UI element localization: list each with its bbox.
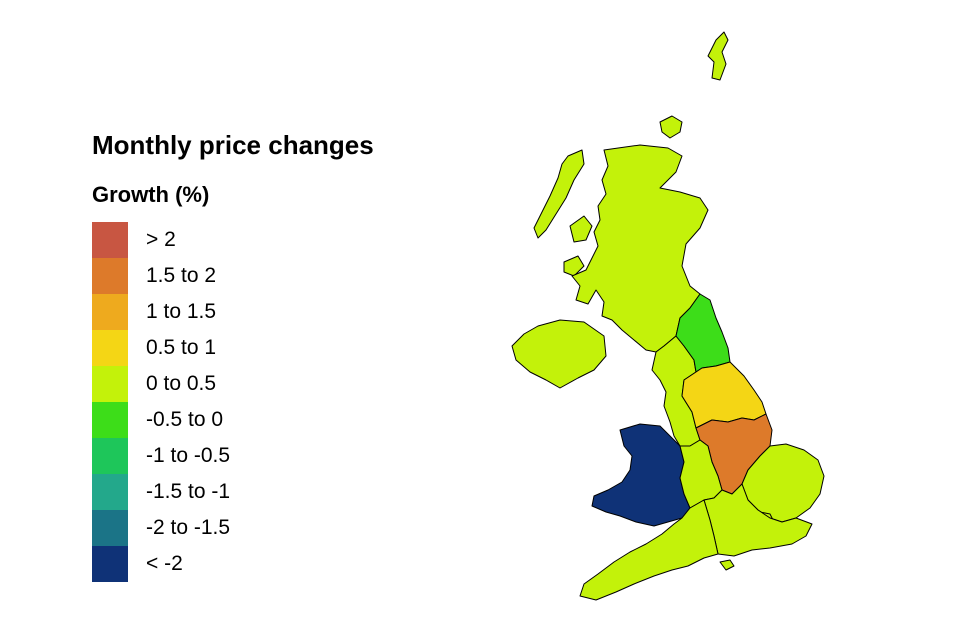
legend-label-neg-2-to-neg-1-5: -2 to -1.5 — [146, 516, 231, 539]
legend-item-neg-1-5-to-neg-1: -1.5 to -1 — [92, 474, 312, 510]
region-shetland — [707, 31, 729, 81]
region-orkney — [659, 115, 683, 139]
legend: > 2 1.5 to 2 1 to 1.5 0.5 to 1 0 to 0.5 … — [92, 222, 312, 582]
legend-item-lt-neg-2: < -2 — [92, 546, 312, 582]
legend-swatch-gt-2 — [92, 222, 128, 258]
region-isle-of-wight — [719, 559, 735, 571]
legend-swatch-neg-1-5-to-neg-1 — [92, 474, 128, 510]
region-south-west — [579, 499, 719, 601]
legend-label-neg-0-5-to-0: -0.5 to 0 — [146, 408, 224, 431]
region-skye — [569, 215, 593, 243]
region-wales — [591, 423, 691, 527]
legend-item-gt-2: > 2 — [92, 222, 312, 258]
legend-label-1-to-1-5: 1 to 1.5 — [146, 300, 217, 323]
legend-label-0-to-0-5: 0 to 0.5 — [146, 372, 217, 395]
legend-swatch-0-to-0-5 — [92, 366, 128, 402]
legend-label-1-5-to-2: 1.5 to 2 — [146, 264, 217, 287]
legend-label-0-5-to-1: 0.5 to 1 — [146, 336, 217, 359]
legend-swatch-0-5-to-1 — [92, 330, 128, 366]
legend-swatch-1-to-1-5 — [92, 294, 128, 330]
legend-title: Growth (%) — [92, 182, 210, 207]
legend-label-neg-1-5-to-neg-1: -1.5 to -1 — [146, 480, 231, 503]
legend-item-1-to-1-5: 1 to 1.5 — [92, 294, 312, 330]
legend-label-gt-2: > 2 — [146, 228, 176, 251]
legend-swatch-neg-2-to-neg-1-5 — [92, 510, 128, 546]
region-north-east — [675, 293, 731, 373]
region-mull — [563, 255, 585, 277]
legend-swatch-neg-1-to-neg-0-5 — [92, 438, 128, 474]
legend-item-0-5-to-1: 0.5 to 1 — [92, 330, 312, 366]
legend-item-neg-0-5-to-0: -0.5 to 0 — [92, 402, 312, 438]
legend-swatch-lt-neg-2 — [92, 546, 128, 582]
legend-label-lt-neg-2: < -2 — [146, 552, 183, 575]
legend-item-0-to-0-5: 0 to 0.5 — [92, 366, 312, 402]
legend-item-neg-2-to-neg-1-5: -2 to -1.5 — [92, 510, 312, 546]
region-northern-ireland — [511, 319, 607, 389]
legend-label-neg-1-to-neg-0-5: -1 to -0.5 — [146, 444, 231, 467]
legend-swatch-1-5-to-2 — [92, 258, 128, 294]
legend-item-neg-1-to-neg-0-5: -1 to -0.5 — [92, 438, 312, 474]
region-outer-hebrides — [533, 149, 585, 239]
region-scotland — [571, 144, 709, 353]
region-south-east — [703, 483, 813, 557]
map-title: Monthly price changes — [92, 130, 374, 160]
legend-item-1-5-to-2: 1.5 to 2 — [92, 258, 312, 294]
legend-swatch-neg-0-5-to-0 — [92, 402, 128, 438]
